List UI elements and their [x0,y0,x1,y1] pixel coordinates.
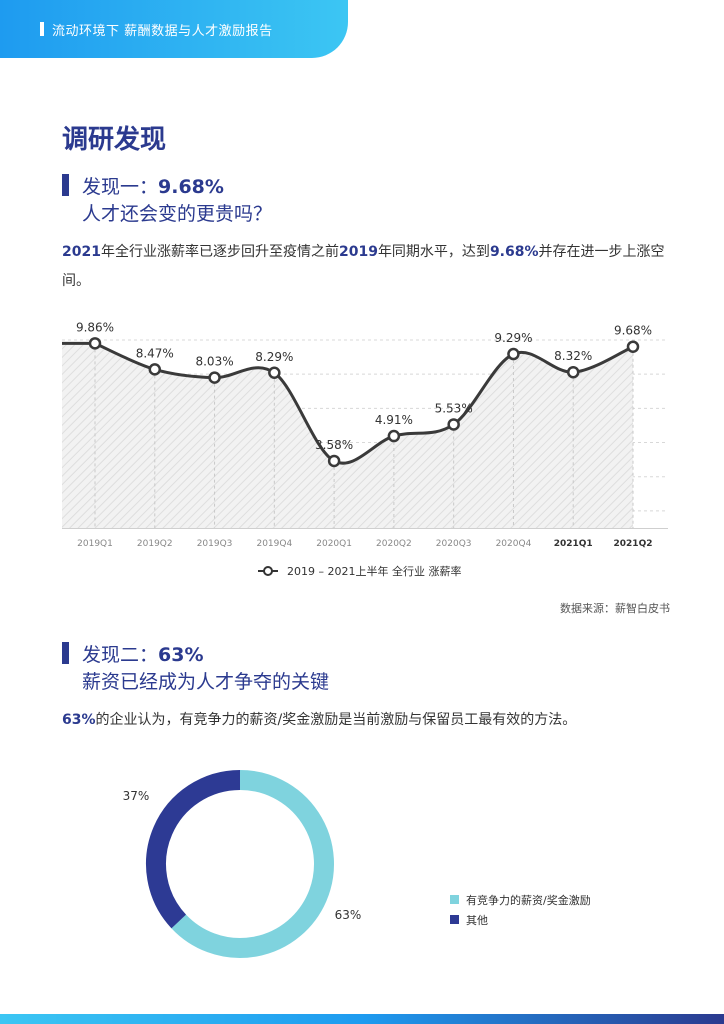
legend-label: 其他 [466,914,488,927]
x-tick-label: 2019Q2 [137,539,173,549]
value-label: 4.91% [375,413,413,427]
para-year-2021: 2021 [62,244,101,260]
data-point [626,340,640,353]
finding2-highlight: 63% [158,644,204,666]
data-point [327,454,341,468]
para-value: 63% [62,712,96,728]
data-point [387,429,401,443]
chart-line [62,341,634,465]
x-tick-label: 2021Q2 [614,539,653,549]
x-tick-label: 2020Q4 [496,539,532,549]
para-year-2019: 2019 [338,244,378,260]
finding1-marker [62,174,69,196]
value-label: 8.47% [136,346,174,360]
x-tick-label: 2019Q1 [77,539,113,549]
header-marker [40,22,44,36]
x-tick-label: 2019Q3 [197,539,233,549]
data-source: 数据来源：薪智白皮书 [560,602,670,615]
x-tick-label: 2021Q1 [554,539,593,549]
finding2-subtitle: 薪资已经成为人才争夺的关键 [82,671,330,693]
para-text: 年同期水平，达到 [377,244,490,260]
footer-bar [0,1014,724,1024]
data-point [566,365,580,379]
value-label: 8.29% [255,350,293,364]
x-tick-label: 2020Q1 [316,539,352,549]
chart-area [62,343,633,528]
finding1-highlight: 9.68% [158,176,224,198]
data-point [447,418,460,431]
value-label: 9.29% [494,331,532,345]
finding2-marker [62,642,69,664]
x-tick-label: 2020Q3 [436,539,472,549]
data-point [148,363,162,376]
finding1-paragraph: 2021年全行业涨薪率已逐步回升至疫情之前2019年同期水平，达到9.68%并存… [62,238,674,296]
legend-swatch [450,895,459,904]
report-title: 流动环境下 薪酬数据与人才激励报告 [52,24,273,39]
finding2-label: 发现二： [82,644,159,666]
finding2-paragraph: 63%的企业认为，有竞争力的薪资/奖金激励是当前激励与保留员工最有效的方法。 [62,706,674,735]
para-text: 年全行业涨薪率已逐步回升至疫情之前 [100,244,339,260]
header-tab [0,0,348,58]
legend-label: 有竞争力的薪资/奖金激励 [466,893,591,907]
data-point [208,371,221,384]
finding1-label: 发现一： [82,176,159,198]
value-label: 5.53% [435,401,473,415]
data-point [88,337,102,350]
finding1-subtitle: 人才还会变的更贵吗？ [82,203,273,225]
value-label: 9.86% [76,320,114,334]
para-value: 9.68% [489,244,539,260]
data-point [268,366,281,380]
legend-swatch [450,915,459,924]
data-point [507,347,520,361]
value-label: 8.32% [554,349,592,363]
slice-value-label: 63% [335,908,362,922]
legend-label: 2019 – 2021上半年 全行业 涨薪率 [287,564,461,578]
value-label: 8.03% [195,355,233,369]
finding1-heading: 发现一：9.68% [82,172,224,199]
slice-value-label: 37% [123,789,150,803]
para-text: 的企业认为，有竞争力的薪资/奖金激励是当前激励与保留员工最有效的方法。 [95,712,577,728]
value-label: 9.68% [614,324,652,338]
salary-increase-chart: 9.86% 8.47% 8.03% 8.29% 3.58% 4.91% 5.53% 9.29%… [62,320,668,578]
donut-slice [146,770,241,929]
donut-slice [171,770,334,958]
section-title: 调研发现 [62,125,167,155]
x-tick-label: 2019Q4 [256,539,292,549]
para-text: 并存在进一步上涨空间。 [62,244,665,289]
value-label: 3.58% [315,438,353,452]
x-tick-label: 2020Q2 [376,539,412,549]
finding2-heading: 发现二：63% [82,640,204,667]
chart-legend: 2019 – 2021上半年 全行业 涨薪率 [258,564,461,578]
plot-baseline [62,528,668,529]
